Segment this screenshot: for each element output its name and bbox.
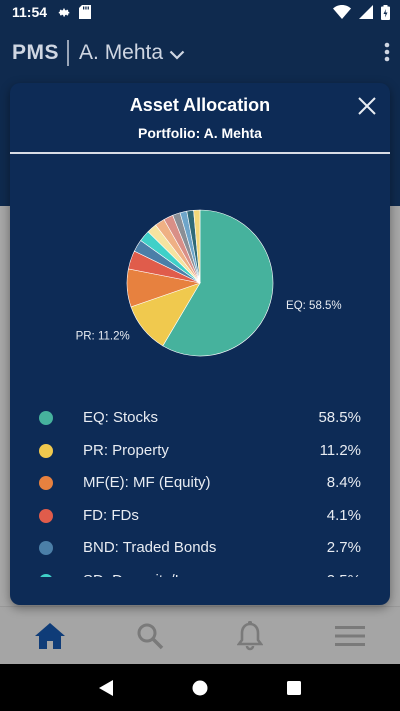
wifi-icon [333,5,351,19]
status-bar: 11:54 [0,0,400,24]
nav-search[interactable] [126,612,174,660]
allocation-legend: EQ: Stocks 58.5% PR: Property 11.2% MF(E): M… [10,401,390,577]
home-circle-icon[interactable] [191,679,209,697]
legend-label: EQ: Stocks [83,409,159,426]
menu-icon [335,625,365,646]
legend-value: 2.5% [327,572,361,577]
legend-value: 2.7% [326,539,361,557]
back-icon[interactable] [98,679,114,697]
legend-label: SD: Deposits/Loans [83,572,216,577]
legend-label: FD: FDs [83,506,139,524]
legend-color-dot [39,508,53,523]
pie-slices [126,209,274,357]
legend-row: SD: Deposits/Loans 2.5% [10,569,390,577]
nav-menu[interactable] [326,612,374,660]
legend-label: BND: Traded Bonds [83,539,217,557]
pie-callout-label: PR: 11.2% [76,331,130,343]
bottom-nav [0,606,400,664]
pie-callout-label: EQ: 58.5% [286,300,342,312]
app-bar: PMS A. Mehta [0,24,400,82]
status-time: 11:54 [12,4,48,20]
chevron-down-icon[interactable] [169,50,185,60]
battery-icon [381,4,390,20]
brand-divider [67,40,70,66]
pie-slice-oth8[interactable] [193,209,201,284]
recents-icon[interactable] [286,680,302,696]
gear-icon [58,8,70,17]
overflow-menu-icon[interactable] [384,42,390,62]
legend-value: 11.2% [319,441,361,459]
asset-allocation-dialog: Asset Allocation Portfolio: A. Mehta EQ:… [10,83,390,605]
nav-home[interactable] [26,612,74,660]
system-nav-bar [0,664,400,711]
nav-notifications[interactable] [226,612,274,660]
close-icon[interactable] [356,95,378,117]
dialog-title: Asset Allocation [129,95,271,115]
dialog-divider [10,152,390,154]
legend-row: BND: Traded Bonds 2.7% [10,536,390,560]
search-icon [137,623,164,649]
legend-row: PR: Property 11.2% [10,439,390,463]
pie-callouts: EQ: 58.5% PR: 11.2% [76,300,342,343]
legend-value: 58.5% [318,409,361,426]
dialog-subtitle: Portfolio: A. Mehta [138,125,262,141]
home-icon [35,622,65,649]
legend-color-dot [39,541,53,556]
legend-value: 8.4% [326,474,361,492]
legend-label: MF(E): MF (Equity) [83,474,211,492]
legend-color-dot [39,574,53,577]
legend-row: EQ: Stocks 58.5% [10,406,390,430]
asset-allocation-pie-chart: EQ: 58.5% PR: 11.2% [76,209,342,357]
brand-logo: PMS [12,41,60,64]
pie-slice-eq[interactable] [162,209,274,357]
client-selector-label[interactable]: A. Mehta [79,41,164,64]
legend-label: PR: Property [83,441,169,459]
legend-color-dot [39,476,53,491]
legend-row: FD: FDs 4.1% [10,504,390,528]
legend-value: 4.1% [326,506,361,524]
legend-row: MF(E): MF (Equity) 8.4% [10,471,390,495]
legend-color-dot [39,411,53,425]
sd-card-icon [79,5,92,19]
bell-icon [237,620,263,650]
legend-color-dot [39,443,53,458]
signal-icon [359,5,373,19]
